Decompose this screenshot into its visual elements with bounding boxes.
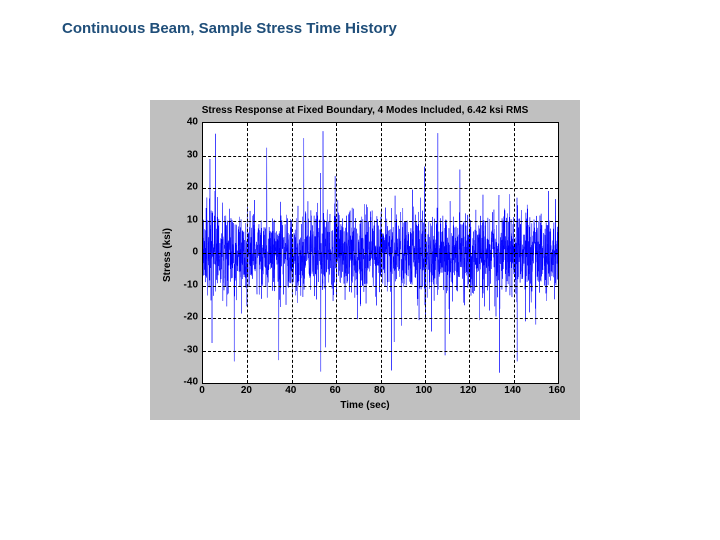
grid-line-horizontal [203,156,558,157]
y-tick-label: -20 [154,312,198,323]
x-tick-label: 160 [549,385,566,396]
y-tick-label: -40 [154,377,198,388]
page-title: Continuous Beam, Sample Stress Time Hist… [62,20,397,37]
x-tick-label: 60 [330,385,341,396]
y-tick-label: -30 [154,344,198,355]
x-tick-label: 80 [374,385,385,396]
y-tick-label: -10 [154,279,198,290]
grid-line-horizontal [203,188,558,189]
y-tick-label: 10 [154,214,198,225]
grid-line-horizontal [203,351,558,352]
x-tick-label: 100 [416,385,433,396]
grid-line-horizontal [203,286,558,287]
x-tick-label: 120 [460,385,477,396]
x-axis-label: Time (sec) [150,400,580,411]
x-tick-label: 0 [199,385,205,396]
y-tick-label: 40 [154,117,198,128]
grid-line-horizontal [203,221,558,222]
y-tick-label: 20 [154,182,198,193]
x-tick-label: 140 [504,385,521,396]
x-tick-label: 20 [241,385,252,396]
grid-line-horizontal [203,253,558,254]
grid-line-horizontal [203,318,558,319]
plot-title: Stress Response at Fixed Boundary, 4 Mod… [150,105,580,116]
y-tick-label: 0 [154,247,198,258]
x-tick-label: 40 [285,385,296,396]
plot-area [202,122,559,384]
y-tick-label: 30 [154,149,198,160]
figure-panel: Stress Response at Fixed Boundary, 4 Mod… [150,100,580,420]
